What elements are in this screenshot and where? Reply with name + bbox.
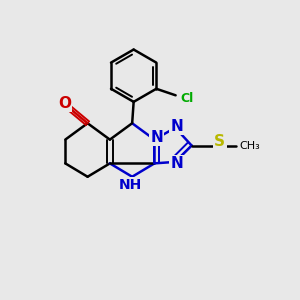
Text: O: O bbox=[58, 95, 71, 110]
Text: N: N bbox=[151, 130, 163, 145]
Text: CH₃: CH₃ bbox=[240, 140, 260, 151]
Text: NH: NH bbox=[119, 178, 142, 192]
Text: N: N bbox=[170, 119, 183, 134]
Text: N: N bbox=[170, 156, 183, 171]
Text: Cl: Cl bbox=[180, 92, 194, 105]
Text: S: S bbox=[214, 134, 225, 149]
